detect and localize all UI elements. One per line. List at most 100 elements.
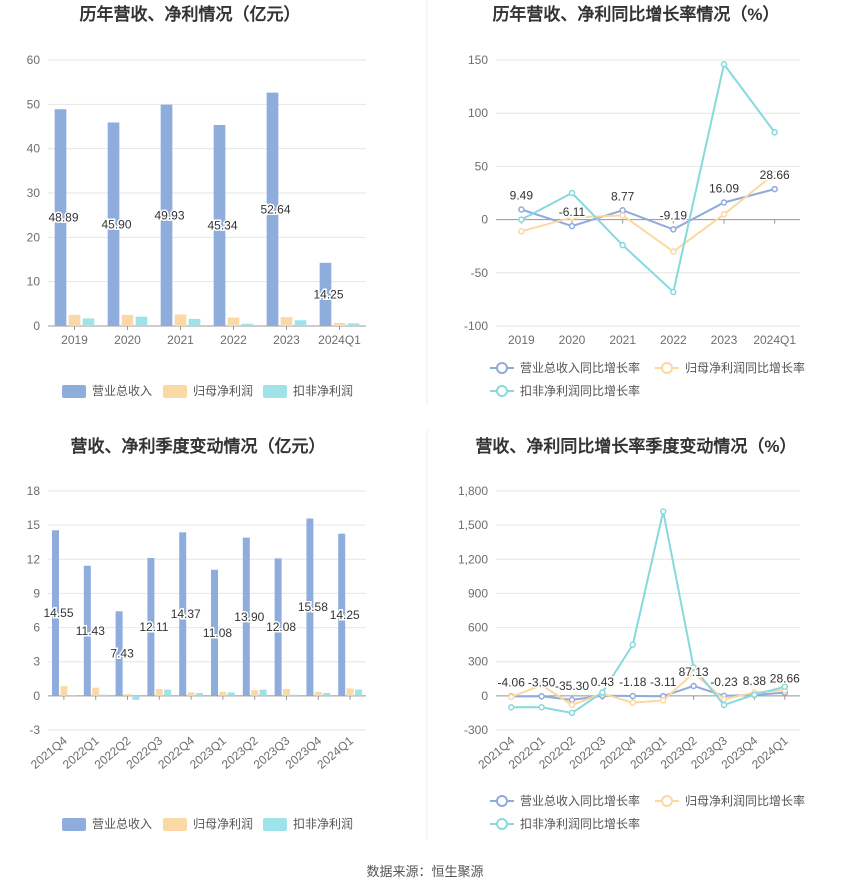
legend-swatch xyxy=(163,818,187,831)
bar-data-label: 52.64 xyxy=(260,202,290,216)
chart-2: 历年营收、净利同比增长率情况（%） -100 -50 0 50 100 150 2019 202… xyxy=(464,4,805,398)
bar-data-label: 48.89 xyxy=(48,211,78,225)
legend-label: 扣非净利润 xyxy=(293,817,353,831)
bar-2 xyxy=(124,694,131,696)
series-point-2 xyxy=(771,170,778,178)
bar-2 xyxy=(227,317,240,326)
line-data-label: 8.38 xyxy=(743,674,767,688)
bar-1 xyxy=(319,262,332,326)
y-tick-label: 300 xyxy=(468,655,488,669)
line-data-label: -4.06 xyxy=(498,675,526,689)
y-tick-label: 50 xyxy=(475,159,489,173)
y-tick-label: -100 xyxy=(464,319,488,333)
series-line-2 xyxy=(510,671,785,707)
y-tick-label: 12 xyxy=(27,552,41,566)
bar-2 xyxy=(68,314,81,326)
bar-2 xyxy=(187,692,195,696)
chart-title: 营收、净利同比增长率季度变动情况（%） xyxy=(475,436,796,456)
bar-3 xyxy=(68,695,76,696)
y-tick-label: -300 xyxy=(464,723,488,737)
legend-swatch xyxy=(263,818,287,831)
x-tick-label: 2024Q1 xyxy=(753,333,796,347)
series-point-3 xyxy=(629,641,637,648)
y-tick-label: 9 xyxy=(33,586,40,600)
series-point-3 xyxy=(568,189,576,197)
series-point-2 xyxy=(619,212,626,219)
chart-4: 营收、净利同比增长率季度变动情况（%） -300 0 300 600 900 1,200 1,… xyxy=(458,436,805,831)
series-point-2 xyxy=(568,214,576,221)
chart-1: 历年营收、净利情况（亿元） 0 10 20 30 40 50 60 2019 2020 2021 20… xyxy=(27,4,366,398)
series-point-2 xyxy=(507,693,515,701)
series-point-3 xyxy=(619,241,626,249)
y-tick-label: 0 xyxy=(481,689,488,703)
y-tick-label: 1,500 xyxy=(458,518,488,532)
legend-label: 扣非净利润同比增长率 xyxy=(520,383,640,398)
series-point-3 xyxy=(538,703,545,711)
chart-3: 营收、净利季度变动情况（亿元）-303691215182021Q42022Q12… xyxy=(27,436,366,831)
bar-3 xyxy=(294,320,307,326)
bar-data-label: 45.90 xyxy=(101,217,131,231)
y-tick-label: 150 xyxy=(468,53,488,67)
bar-1 xyxy=(211,569,219,696)
bar-1 xyxy=(266,92,279,326)
y-tick-label: 18 xyxy=(27,484,41,498)
y-tick-label: 1,200 xyxy=(458,552,488,566)
legend-label: 归母净利润 xyxy=(193,817,253,831)
y-tick-label: 0 xyxy=(33,319,40,333)
y-tick-label: 6 xyxy=(33,621,40,635)
x-tick-label: 2021 xyxy=(167,333,194,347)
series-line-3 xyxy=(520,61,776,294)
series-point-3 xyxy=(670,288,677,296)
chart-title: 历年营收、净利情况（亿元） xyxy=(80,4,301,24)
bar-1 xyxy=(54,109,67,326)
x-tick-label: 2019 xyxy=(508,333,535,347)
bar-3 xyxy=(259,689,267,696)
bar-data-label: 12.11 xyxy=(139,620,168,634)
line-data-label: 28.66 xyxy=(760,168,790,182)
legend-marker xyxy=(496,362,508,374)
series-point-3 xyxy=(659,508,667,515)
bar-1 xyxy=(147,558,155,696)
legend-swatch xyxy=(62,385,86,398)
x-tick-label: 2022 xyxy=(220,333,247,347)
bar-data-label: 14.55 xyxy=(43,606,73,620)
bar-3 xyxy=(291,694,299,696)
bar-2 xyxy=(280,317,293,326)
data-source: 数据来源：恒生聚源 xyxy=(366,864,483,879)
bar-data-label: 15.58 xyxy=(298,600,328,614)
series-point-1 xyxy=(720,199,728,206)
series-point-3 xyxy=(720,701,728,709)
y-tick-label: 900 xyxy=(468,586,488,600)
bar-data-label: 12.08 xyxy=(266,620,296,634)
bar-2 xyxy=(92,687,100,696)
legend-label: 扣非净利润 xyxy=(293,384,353,398)
y-tick-label: 40 xyxy=(27,142,41,156)
series-point-3 xyxy=(720,61,728,68)
x-tick-label: 2020 xyxy=(559,333,586,347)
series-point-1 xyxy=(670,226,677,233)
legend-marker xyxy=(496,795,508,807)
series-line-2 xyxy=(521,173,776,253)
bar-2 xyxy=(333,322,346,326)
line-data-label: 16.09 xyxy=(709,181,739,195)
bar-1 xyxy=(179,532,187,696)
bar-3 xyxy=(164,689,172,696)
series-point-2 xyxy=(629,699,637,706)
bar-2 xyxy=(155,689,163,696)
series-point-3 xyxy=(781,683,789,691)
x-tick-label: 2023 xyxy=(711,333,738,347)
series-point-2 xyxy=(720,696,728,703)
bar-3 xyxy=(132,695,140,700)
y-tick-label: 100 xyxy=(468,106,488,120)
y-tick-label: 10 xyxy=(27,275,41,289)
y-tick-label: 50 xyxy=(27,97,41,111)
bar-data-label: 11.08 xyxy=(203,626,232,640)
series-point-1 xyxy=(518,206,525,213)
series-point-1 xyxy=(619,207,626,214)
bar-2 xyxy=(121,314,134,326)
line-data-label: 8.77 xyxy=(611,189,635,203)
bar-3 xyxy=(82,318,95,326)
bar-2 xyxy=(346,688,354,696)
